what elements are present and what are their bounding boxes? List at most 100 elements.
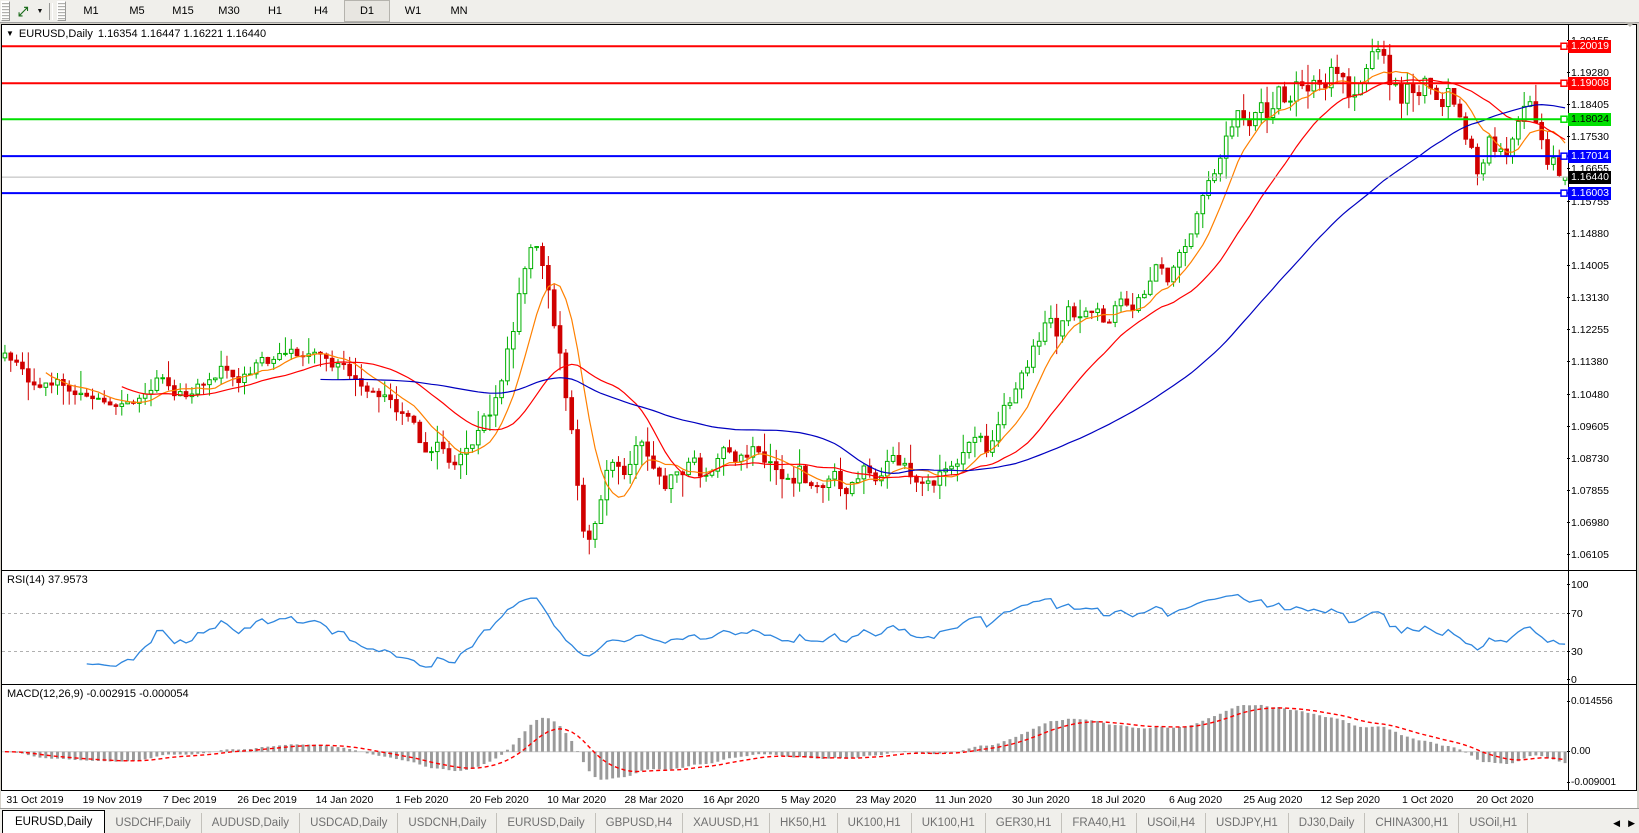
date-axis-tick: 20 Oct 2020 — [1476, 794, 1534, 806]
chart-tabbar: EURUSD,Daily USDCHF,Daily AUDUSD,Daily USDC… — [0, 808, 1639, 833]
timeframe-grip[interactable] — [57, 1, 66, 21]
chart-tab-eurusd-daily[interactable]: EURUSD,Daily — [497, 813, 596, 833]
price-axis-tick: 1.14880 — [1567, 228, 1609, 241]
timeframe-button-w1[interactable]: W1 — [404, 5, 422, 17]
price-axis-tick: 1.15755 — [1567, 196, 1609, 209]
date-axis-tick: 25 Aug 2020 — [1243, 794, 1303, 806]
rsi-axis-tick: 30 — [1567, 645, 1583, 658]
date-axis-tick: 6 Aug 2020 — [1168, 794, 1223, 806]
tab-scroll-controls: ◀ ▶ — [1609, 813, 1639, 833]
date-axis-tick: 28 Mar 2020 — [624, 794, 684, 806]
date-axis-tick: 7 Dec 2019 — [162, 794, 217, 806]
chart-symbol-label: EURUSD,Daily — [18, 28, 93, 40]
timeframe-button-h1[interactable]: H1 — [267, 5, 283, 17]
chevron-right-icon[interactable]: ▶ — [1628, 817, 1635, 828]
chart-tab-usdchf-daily[interactable]: USDCHF,Daily — [105, 813, 202, 833]
macd-axis-tick: 0.014556 — [1567, 696, 1613, 707]
date-axis-tick: 16 Apr 2020 — [702, 794, 760, 806]
timeframe-button-m30[interactable]: M30 — [218, 5, 240, 17]
price-label-resistance[interactable]: 1.19008 — [1568, 77, 1611, 91]
chart-tab-hk50-h1[interactable]: HK50,H1 — [770, 813, 838, 833]
chart-tab-usoil-h1[interactable]: USOil,H1 — [1459, 813, 1529, 833]
date-axis[interactable]: 31 Oct 2019 19 Nov 2019 7 Dec 2019 26 Dec 2… — [1, 791, 1637, 809]
chevron-down-icon[interactable]: ▼ — [6, 29, 14, 38]
timeframe-button-m1[interactable]: M1 — [83, 5, 99, 17]
price-axis-tick: 1.10480 — [1567, 389, 1609, 402]
timeframe-button-m5[interactable]: M5 — [129, 5, 145, 17]
rsi-axis-tick: 100 — [1567, 579, 1589, 591]
level-line-resistance-1 — [2, 79, 1568, 87]
chart-tab-usdcad-daily[interactable]: USDCAD,Daily — [300, 813, 399, 833]
panel-divider-macd — [2, 684, 1636, 685]
price-axis[interactable]: 1.201551.192801.184051.175301.166551.157… — [1566, 25, 1636, 790]
price-axis-tick: 1.19280 — [1567, 67, 1609, 80]
chart-tab-dj30-daily[interactable]: DJ30,Daily — [1289, 813, 1366, 833]
chart-ohlc-values: 1.16354 1.16447 1.16221 1.16440 — [97, 28, 267, 40]
date-axis-tick: 23 May 2020 — [855, 794, 917, 806]
chart-tab-xauusd-h1[interactable]: XAUUSD,H1 — [683, 813, 770, 833]
chart-tab-gbpusd-h4[interactable]: GBPUSD,H4 — [596, 813, 684, 833]
rsi-panel-label: RSI(14) 37.9573 — [7, 574, 88, 586]
timeframe-button-d1[interactable]: D1 — [344, 0, 390, 22]
chart-tab-usoil-h4[interactable]: USOil,H4 — [1137, 813, 1206, 833]
level-line-support-3 — [2, 152, 1568, 160]
chart-tab-fra40-h1[interactable]: FRA40,H1 — [1062, 813, 1138, 833]
price-axis-tick: 1.16655 — [1567, 163, 1609, 176]
macd-axis-tick: 0.00 — [1566, 745, 1591, 757]
price-label-pivot[interactable]: 1.18024 — [1568, 113, 1611, 127]
price-axis-tick: 1.18405 — [1567, 99, 1609, 112]
price-axis-tick: 1.17530 — [1567, 131, 1609, 144]
toolbar-grip[interactable] — [1, 1, 10, 21]
price-label-support[interactable]: 1.16003 — [1568, 187, 1611, 201]
date-axis-tick: 10 Mar 2020 — [547, 794, 607, 806]
price-axis-border — [1568, 25, 1636, 790]
price-axis-tick: 1.14005 — [1567, 260, 1609, 273]
rsi-axis-tick: 70 — [1567, 607, 1583, 620]
chart-tab-audusd-daily[interactable]: AUDUSD,Daily — [202, 813, 301, 833]
chart-tab-china300-h1[interactable]: CHINA300,H1 — [1365, 813, 1460, 833]
rsi-axis-tick: 0 — [1567, 674, 1577, 686]
candlestick-series — [2, 38, 1568, 555]
crosshair-arrow-icon[interactable]: ⤢ — [17, 3, 29, 19]
panel-divider-rsi — [2, 570, 1636, 571]
chart-tab-eurusd-daily[interactable]: EURUSD,Daily — [2, 810, 106, 833]
toolbar: ⤢ ▼ M1 M5 M15 M30 H1 H4 D1 W1 MN — [0, 0, 1639, 23]
price-label-support[interactable]: 1.17014 — [1568, 150, 1611, 164]
timeframe-button-m15[interactable]: M15 — [172, 5, 194, 17]
chevron-left-icon[interactable]: ◀ — [1613, 817, 1621, 828]
chart-symbol-header: ▼ EURUSD,Daily 1.16354 1.16447 1.16221 1… — [6, 28, 266, 40]
chart-tab-uk100-h1[interactable]: UK100,H1 — [838, 813, 912, 833]
price-label-last-price[interactable]: 1.16440 — [1568, 171, 1611, 185]
price-axis-tick: 1.11380 — [1566, 356, 1609, 369]
timeframe-group: M1 M5 M15 M30 H1 H4 D1 W1 MN — [68, 0, 482, 22]
rsi-plot — [2, 593, 1568, 668]
macd-panel-label: MACD(12,26,9) -0.002915 -0.000054 — [7, 688, 189, 700]
timeframe-button-mn[interactable]: MN — [450, 5, 468, 17]
date-axis-tick: 12 Sep 2020 — [1320, 794, 1381, 806]
price-label-resistance[interactable]: 1.20019 — [1568, 40, 1611, 54]
chart-tab-uk100-h1[interactable]: UK100,H1 — [912, 813, 986, 833]
chart-tab-ger30-h1[interactable]: GER30,H1 — [986, 813, 1063, 833]
chart-tab-usdjpy-h1[interactable]: USDJPY,H1 — [1206, 813, 1289, 833]
macd-axis-tick: -0.009001 — [1566, 777, 1617, 788]
date-axis-tick: 14 Jan 2020 — [315, 794, 374, 806]
chart-area[interactable]: ▼ EURUSD,Daily 1.16354 1.16447 1.16221 1… — [1, 24, 1637, 791]
date-axis-tick: 5 May 2020 — [781, 794, 837, 806]
rsi-line — [86, 593, 1566, 668]
ma-fast-line — [45, 70, 1566, 498]
macd-histogram — [9, 704, 1567, 780]
ma-mid-line — [121, 79, 1566, 479]
level-line-support-5 — [2, 189, 1568, 197]
date-axis-tick: 18 Jul 2020 — [1091, 794, 1146, 806]
date-axis-tick: 1 Oct 2020 — [1401, 794, 1454, 806]
macd-plot — [2, 704, 1568, 780]
date-axis-tick: 31 Oct 2019 — [6, 794, 64, 806]
chevron-down-icon[interactable]: ▼ — [36, 7, 44, 15]
level-line-pivot-2 — [2, 115, 1568, 123]
price-axis-tick: 1.12255 — [1567, 324, 1609, 337]
timeframe-button-h4[interactable]: H4 — [313, 5, 329, 17]
chart-tab-usdcnh-daily[interactable]: USDCNH,Daily — [398, 813, 498, 833]
price-axis-tick: 1.09605 — [1567, 421, 1609, 434]
date-axis-tick: 26 Dec 2019 — [237, 794, 297, 806]
